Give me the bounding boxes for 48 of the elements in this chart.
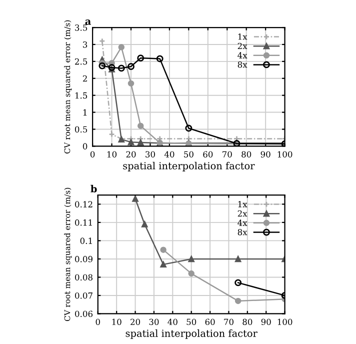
x-axis-title: spatial interpolation factor	[126, 329, 258, 339]
x-tick-label: 20	[126, 151, 136, 158]
legend-label: 1x	[238, 201, 248, 208]
y-tick-label: 2.5	[75, 58, 88, 65]
y-tick-label: 0.11	[75, 219, 92, 226]
x-tick-label: 70	[222, 151, 232, 158]
legend-label: 4x	[238, 52, 248, 58]
x-axis-title: spatial interpolation factor	[123, 162, 255, 172]
x-tick-label: 40	[164, 151, 174, 158]
y-tick-label: 3.5	[75, 24, 88, 31]
x-tick-label: 30	[149, 318, 159, 326]
x-tick-label: 100	[278, 318, 292, 326]
x-tick-label: 60	[203, 151, 213, 158]
x-tick-label: 50	[184, 151, 194, 158]
x-tick-label: 50	[186, 318, 196, 326]
chart-title: b	[90, 184, 97, 192]
y-tick-label: 1.5	[75, 92, 88, 99]
x-tick-label: 60	[205, 318, 215, 326]
x-tick-label: 100	[278, 151, 292, 158]
y-tick-label: 3	[83, 41, 88, 48]
x-tick-label: 90	[261, 318, 271, 326]
legend-label: 2x	[238, 42, 248, 49]
x-tick-label: 70	[224, 318, 234, 326]
y-tick-label: 1	[83, 109, 87, 116]
x-tick-label: 0	[96, 318, 100, 326]
y-tick-label: 0.06	[75, 310, 93, 318]
y-tick-label: 0.1	[80, 238, 92, 244]
x-tick-label: 80	[242, 318, 252, 326]
x-tick-label: 20	[130, 318, 140, 326]
x-tick-label: 90	[260, 151, 270, 158]
x-tick-label: 80	[242, 151, 252, 158]
legend-label: 2x	[238, 210, 248, 217]
x-tick-label: 30	[146, 151, 155, 158]
legend-label: 8x	[238, 228, 248, 236]
x-tick-label: 10	[112, 318, 122, 326]
chart-title: a	[85, 20, 91, 25]
x-tick-label: 40	[168, 318, 178, 326]
legend-label: 8x	[238, 61, 248, 68]
legend-label: 1x	[238, 34, 248, 40]
y-tick-label: 0.09	[75, 256, 92, 262]
y-tick-label: 0.12	[75, 201, 92, 208]
legend-label: 4x	[238, 220, 248, 226]
y-tick-label: 0.08	[75, 274, 92, 280]
x-tick-label: 10	[108, 151, 117, 158]
y-tick-label: 0.07	[75, 292, 92, 299]
y-tick-label: 0	[82, 143, 88, 150]
y-tick-label: 2	[82, 75, 87, 82]
y-tick-label: 0.5	[74, 126, 88, 133]
